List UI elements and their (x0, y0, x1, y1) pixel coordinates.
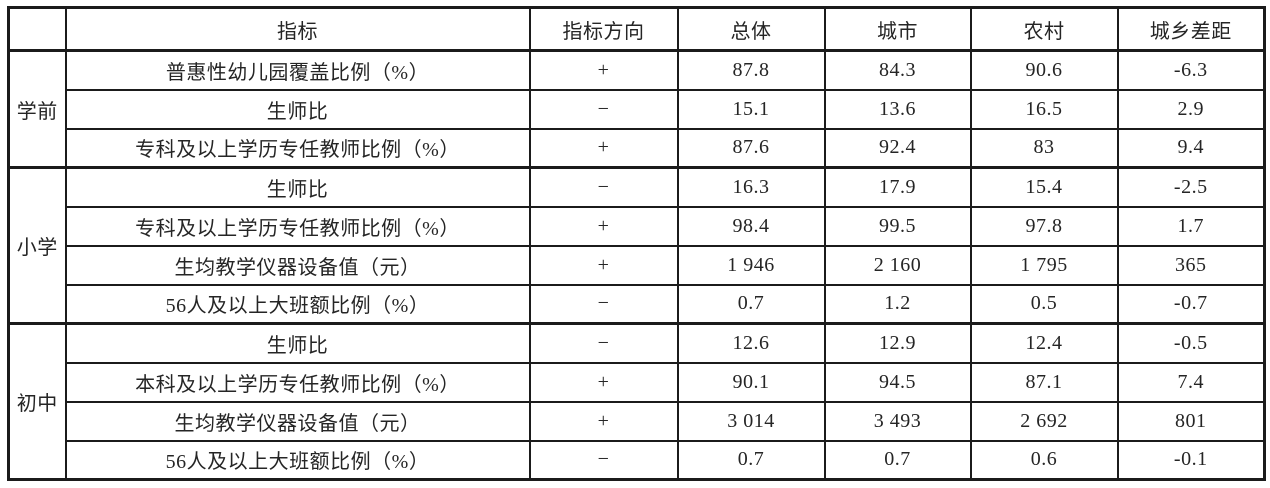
table-row: 56人及以上大班额比例（%） − 0.7 0.7 0.6 -0.1 (9, 439, 1266, 481)
cell-rural: 12.4 (969, 322, 1119, 364)
cell-overall: 1 946 (676, 244, 826, 286)
cell-indicator: 56人及以上大班额比例（%） (64, 439, 531, 481)
cell-indicator: 专科及以上学历专任教师比例（%） (64, 127, 531, 169)
cell-direction: + (528, 49, 679, 91)
cell-gap: 365 (1116, 244, 1266, 286)
cell-direction: − (528, 322, 679, 364)
table-row: 生均教学仪器设备值（元） + 1 946 2 160 1 795 365 (9, 244, 1266, 286)
header-urban: 城市 (823, 6, 972, 52)
table-row: 生均教学仪器设备值（元） + 3 014 3 493 2 692 801 (9, 400, 1266, 442)
cell-direction: − (528, 166, 679, 208)
cell-gap: -6.3 (1116, 49, 1266, 91)
header-indicator: 指标 (64, 6, 531, 52)
cell-indicator: 生均教学仪器设备值（元） (64, 400, 531, 442)
table-row: 本科及以上学历专任教师比例（%） + 90.1 94.5 87.1 7.4 (9, 361, 1266, 403)
cell-rural: 16.5 (969, 88, 1119, 130)
cell-overall: 87.6 (676, 127, 826, 169)
cell-rural: 0.5 (969, 283, 1119, 325)
cell-overall: 16.3 (676, 166, 826, 208)
cell-overall: 0.7 (676, 439, 826, 481)
table-row: 初中 生师比 − 12.6 12.9 12.4 -0.5 (7, 322, 1266, 481)
header-rural: 农村 (969, 6, 1119, 52)
table-row: 专科及以上学历专任教师比例（%） + 98.4 99.5 97.8 1.7 (9, 205, 1266, 247)
cell-gap: 7.4 (1116, 361, 1266, 403)
cell-direction: + (528, 127, 679, 169)
cell-overall: 15.1 (676, 88, 826, 130)
cell-direction: − (528, 88, 679, 130)
cell-urban: 94.5 (823, 361, 972, 403)
cell-indicator: 生师比 (64, 166, 531, 208)
cell-urban: 2 160 (823, 244, 972, 286)
education-indicators-table: 指标 指标方向 总体 城市 农村 城乡差距 学前 普惠性幼儿园覆盖比例（%） +… (7, 6, 1266, 481)
cell-urban: 0.7 (823, 439, 972, 481)
group-label-junior-high: 初中 (7, 322, 67, 481)
cell-direction: − (528, 283, 679, 325)
cell-direction: + (528, 244, 679, 286)
cell-overall: 3 014 (676, 400, 826, 442)
cell-rural: 97.8 (969, 205, 1119, 247)
cell-overall: 90.1 (676, 361, 826, 403)
group-label-preschool: 学前 (7, 49, 67, 169)
cell-urban: 99.5 (823, 205, 972, 247)
statistics-table-container: 指标 指标方向 总体 城市 农村 城乡差距 学前 普惠性幼儿园覆盖比例（%） +… (7, 6, 1266, 481)
cell-gap: -2.5 (1116, 166, 1266, 208)
cell-indicator: 本科及以上学历专任教师比例（%） (64, 361, 531, 403)
cell-indicator: 56人及以上大班额比例（%） (64, 283, 531, 325)
cell-indicator: 专科及以上学历专任教师比例（%） (64, 205, 531, 247)
cell-urban: 12.9 (823, 322, 972, 364)
table-row: 生师比 − 15.1 13.6 16.5 2.9 (9, 88, 1266, 130)
cell-rural: 0.6 (969, 439, 1119, 481)
cell-indicator: 生均教学仪器设备值（元） (64, 244, 531, 286)
cell-overall: 0.7 (676, 283, 826, 325)
cell-rural: 15.4 (969, 166, 1119, 208)
table-header-row: 指标 指标方向 总体 城市 农村 城乡差距 (7, 6, 1266, 52)
cell-urban: 3 493 (823, 400, 972, 442)
table-row: 学前 普惠性幼儿园覆盖比例（%） + 87.8 84.3 90.6 -6.3 (7, 49, 1266, 169)
cell-direction: + (528, 205, 679, 247)
cell-urban: 1.2 (823, 283, 972, 325)
cell-gap: -0.7 (1116, 283, 1266, 325)
cell-indicator: 生师比 (64, 88, 531, 130)
cell-overall: 87.8 (676, 49, 826, 91)
cell-rural: 2 692 (969, 400, 1119, 442)
cell-rural: 87.1 (969, 361, 1119, 403)
cell-rural: 1 795 (969, 244, 1119, 286)
cell-rural: 83 (969, 127, 1119, 169)
cell-gap: 2.9 (1116, 88, 1266, 130)
cell-urban: 92.4 (823, 127, 972, 169)
cell-urban: 17.9 (823, 166, 972, 208)
header-group-empty (7, 6, 67, 52)
header-overall: 总体 (676, 6, 826, 52)
table-row: 专科及以上学历专任教师比例（%） + 87.6 92.4 83 9.4 (9, 127, 1266, 169)
cell-gap: -0.1 (1116, 439, 1266, 481)
cell-overall: 98.4 (676, 205, 826, 247)
table-row: 56人及以上大班额比例（%） − 0.7 1.2 0.5 -0.7 (9, 283, 1266, 325)
header-gap: 城乡差距 (1116, 6, 1266, 52)
cell-gap: -0.5 (1116, 322, 1266, 364)
cell-direction: − (528, 439, 679, 481)
cell-gap: 9.4 (1116, 127, 1266, 169)
cell-urban: 13.6 (823, 88, 972, 130)
table-row: 小学 生师比 − 16.3 17.9 15.4 -2.5 (7, 166, 1266, 325)
cell-overall: 12.6 (676, 322, 826, 364)
header-direction: 指标方向 (528, 6, 679, 52)
cell-urban: 84.3 (823, 49, 972, 91)
cell-rural: 90.6 (969, 49, 1119, 91)
cell-indicator: 普惠性幼儿园覆盖比例（%） (64, 49, 531, 91)
cell-direction: + (528, 361, 679, 403)
group-label-primary: 小学 (7, 166, 67, 325)
cell-gap: 801 (1116, 400, 1266, 442)
cell-direction: + (528, 400, 679, 442)
cell-indicator: 生师比 (64, 322, 531, 364)
cell-gap: 1.7 (1116, 205, 1266, 247)
